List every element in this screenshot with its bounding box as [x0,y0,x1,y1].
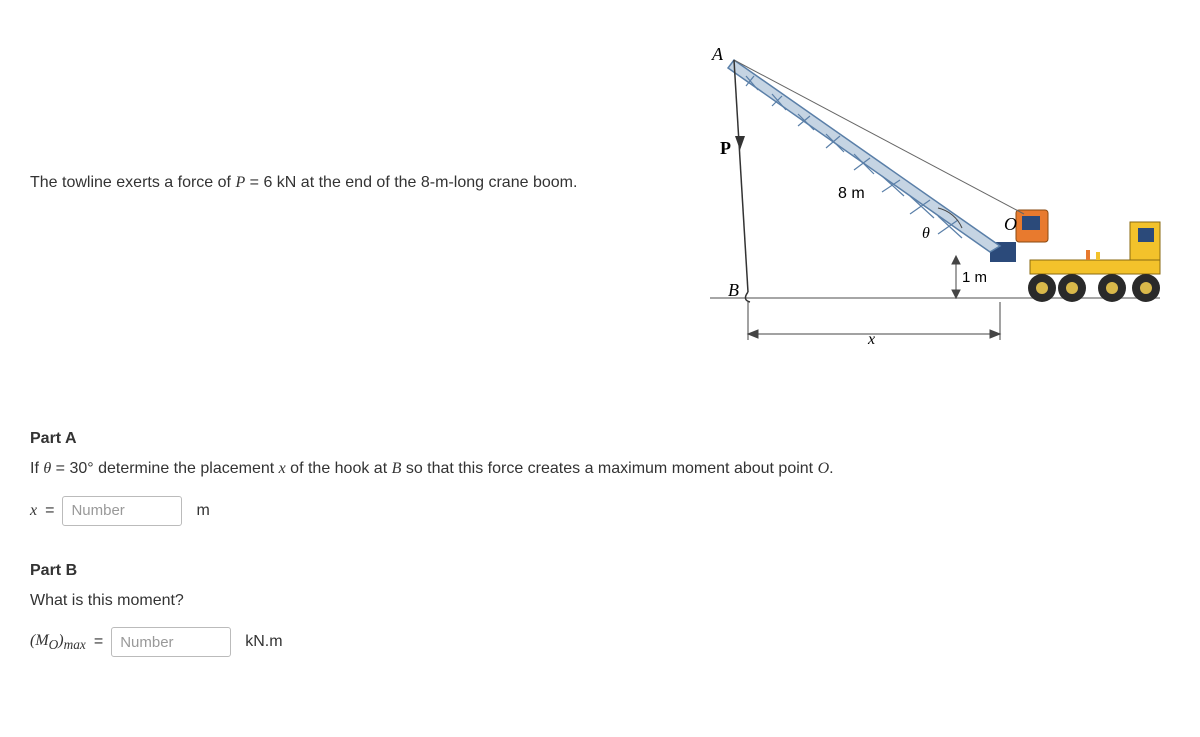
problem-text-suffix: at the end of the 8-m-long crane boom. [296,174,577,191]
part-a-prompt: If θ = 30° determine the placement x of … [30,456,1170,482]
part-b-label: Part B [30,562,1170,580]
label-O: O [1004,214,1017,234]
part-b-answer-row: (MO)max = kN.m [30,627,1170,657]
label-8m: 8 m [838,185,865,202]
label-1m: 1 m [962,269,987,286]
part-b-input[interactable] [111,627,231,657]
problem-force-unit: kN [272,174,296,191]
support-cable [734,60,1024,214]
equals-sign: = [45,502,54,520]
part-b-var: (MO)max [30,632,86,653]
part-a-var: x [30,502,37,520]
dim-1m [952,256,960,298]
label-theta: θ [922,225,930,242]
label-P: P [720,138,731,158]
part-b-prompt: What is this moment? [30,588,1170,614]
problem-statement: The towline exerts a force of P = 6 kN a… [30,30,650,196]
part-b: Part B What is this moment? (MO)max = kN… [30,562,1170,658]
problem-text-prefix: The towline exerts a force of [30,174,235,191]
part-a-input[interactable] [62,496,182,526]
part-a: Part A If θ = 30° determine the placemen… [30,430,1170,526]
part-a-unit: m [196,502,209,520]
problem-force-var: P [235,174,245,191]
equals-sign: = [94,633,103,651]
towline [734,60,750,302]
problem-equals: = [245,174,263,191]
label-B: B [728,280,739,300]
part-a-label: Part A [30,430,1170,448]
part-b-unit: kN.m [245,633,282,651]
crane-diagram: A P B O 8 m θ 1 m x [690,30,1170,350]
label-x: x [867,331,875,348]
part-a-answer-row: x = m [30,496,1170,526]
label-A: A [711,44,724,64]
